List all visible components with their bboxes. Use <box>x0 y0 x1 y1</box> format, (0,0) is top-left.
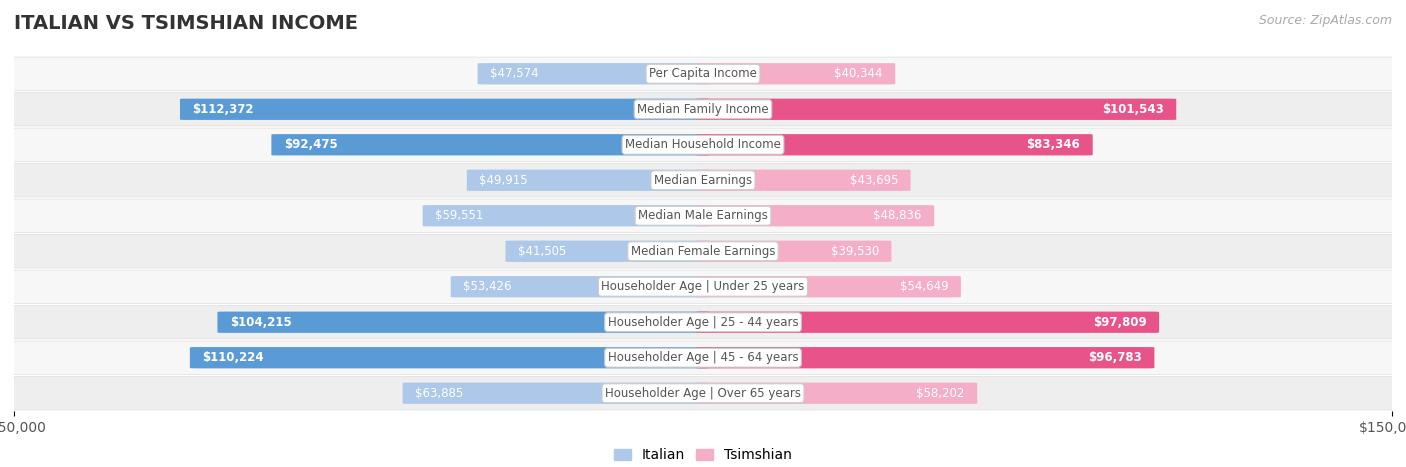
FancyBboxPatch shape <box>0 199 1406 233</box>
Text: $58,202: $58,202 <box>917 387 965 400</box>
Text: $63,885: $63,885 <box>415 387 464 400</box>
FancyBboxPatch shape <box>218 311 710 333</box>
FancyBboxPatch shape <box>696 99 1177 120</box>
Text: Median Earnings: Median Earnings <box>654 174 752 187</box>
FancyBboxPatch shape <box>271 134 710 156</box>
FancyBboxPatch shape <box>696 241 891 262</box>
Text: $54,649: $54,649 <box>900 280 949 293</box>
Text: Median Female Earnings: Median Female Earnings <box>631 245 775 258</box>
FancyBboxPatch shape <box>0 376 1406 410</box>
Text: $41,505: $41,505 <box>517 245 567 258</box>
Text: $92,475: $92,475 <box>284 138 337 151</box>
Text: $97,809: $97,809 <box>1092 316 1147 329</box>
FancyBboxPatch shape <box>696 311 1159 333</box>
FancyBboxPatch shape <box>0 305 1406 339</box>
Text: Median Household Income: Median Household Income <box>626 138 780 151</box>
FancyBboxPatch shape <box>506 241 710 262</box>
Text: $47,574: $47,574 <box>491 67 538 80</box>
FancyBboxPatch shape <box>451 276 710 297</box>
Text: $53,426: $53,426 <box>463 280 512 293</box>
Text: Per Capita Income: Per Capita Income <box>650 67 756 80</box>
Text: Median Male Earnings: Median Male Earnings <box>638 209 768 222</box>
Text: $48,836: $48,836 <box>873 209 922 222</box>
FancyBboxPatch shape <box>423 205 710 226</box>
Text: Householder Age | 45 - 64 years: Householder Age | 45 - 64 years <box>607 351 799 364</box>
Text: ITALIAN VS TSIMSHIAN INCOME: ITALIAN VS TSIMSHIAN INCOME <box>14 14 359 33</box>
FancyBboxPatch shape <box>0 92 1406 126</box>
FancyBboxPatch shape <box>696 63 896 85</box>
FancyBboxPatch shape <box>190 347 710 368</box>
FancyBboxPatch shape <box>696 347 1154 368</box>
Text: $83,346: $83,346 <box>1026 138 1080 151</box>
FancyBboxPatch shape <box>478 63 710 85</box>
Text: $39,530: $39,530 <box>831 245 879 258</box>
Text: Source: ZipAtlas.com: Source: ZipAtlas.com <box>1258 14 1392 27</box>
FancyBboxPatch shape <box>696 382 977 404</box>
Text: $112,372: $112,372 <box>193 103 254 116</box>
Text: Householder Age | Over 65 years: Householder Age | Over 65 years <box>605 387 801 400</box>
FancyBboxPatch shape <box>467 170 710 191</box>
Text: $101,543: $101,543 <box>1102 103 1164 116</box>
FancyBboxPatch shape <box>0 270 1406 304</box>
FancyBboxPatch shape <box>180 99 710 120</box>
FancyBboxPatch shape <box>696 170 911 191</box>
Text: $43,695: $43,695 <box>849 174 898 187</box>
FancyBboxPatch shape <box>696 134 1092 156</box>
FancyBboxPatch shape <box>696 276 960 297</box>
Text: $59,551: $59,551 <box>434 209 484 222</box>
Text: $96,783: $96,783 <box>1088 351 1142 364</box>
Legend: Italian, Tsimshian: Italian, Tsimshian <box>609 443 797 467</box>
FancyBboxPatch shape <box>0 163 1406 197</box>
FancyBboxPatch shape <box>696 205 934 226</box>
FancyBboxPatch shape <box>0 341 1406 375</box>
FancyBboxPatch shape <box>0 128 1406 162</box>
Text: $104,215: $104,215 <box>229 316 291 329</box>
Text: $49,915: $49,915 <box>479 174 527 187</box>
Text: Householder Age | Under 25 years: Householder Age | Under 25 years <box>602 280 804 293</box>
FancyBboxPatch shape <box>0 57 1406 91</box>
FancyBboxPatch shape <box>0 234 1406 268</box>
Text: Median Family Income: Median Family Income <box>637 103 769 116</box>
Text: $110,224: $110,224 <box>202 351 264 364</box>
FancyBboxPatch shape <box>402 382 710 404</box>
Text: Householder Age | 25 - 44 years: Householder Age | 25 - 44 years <box>607 316 799 329</box>
Text: $40,344: $40,344 <box>834 67 883 80</box>
